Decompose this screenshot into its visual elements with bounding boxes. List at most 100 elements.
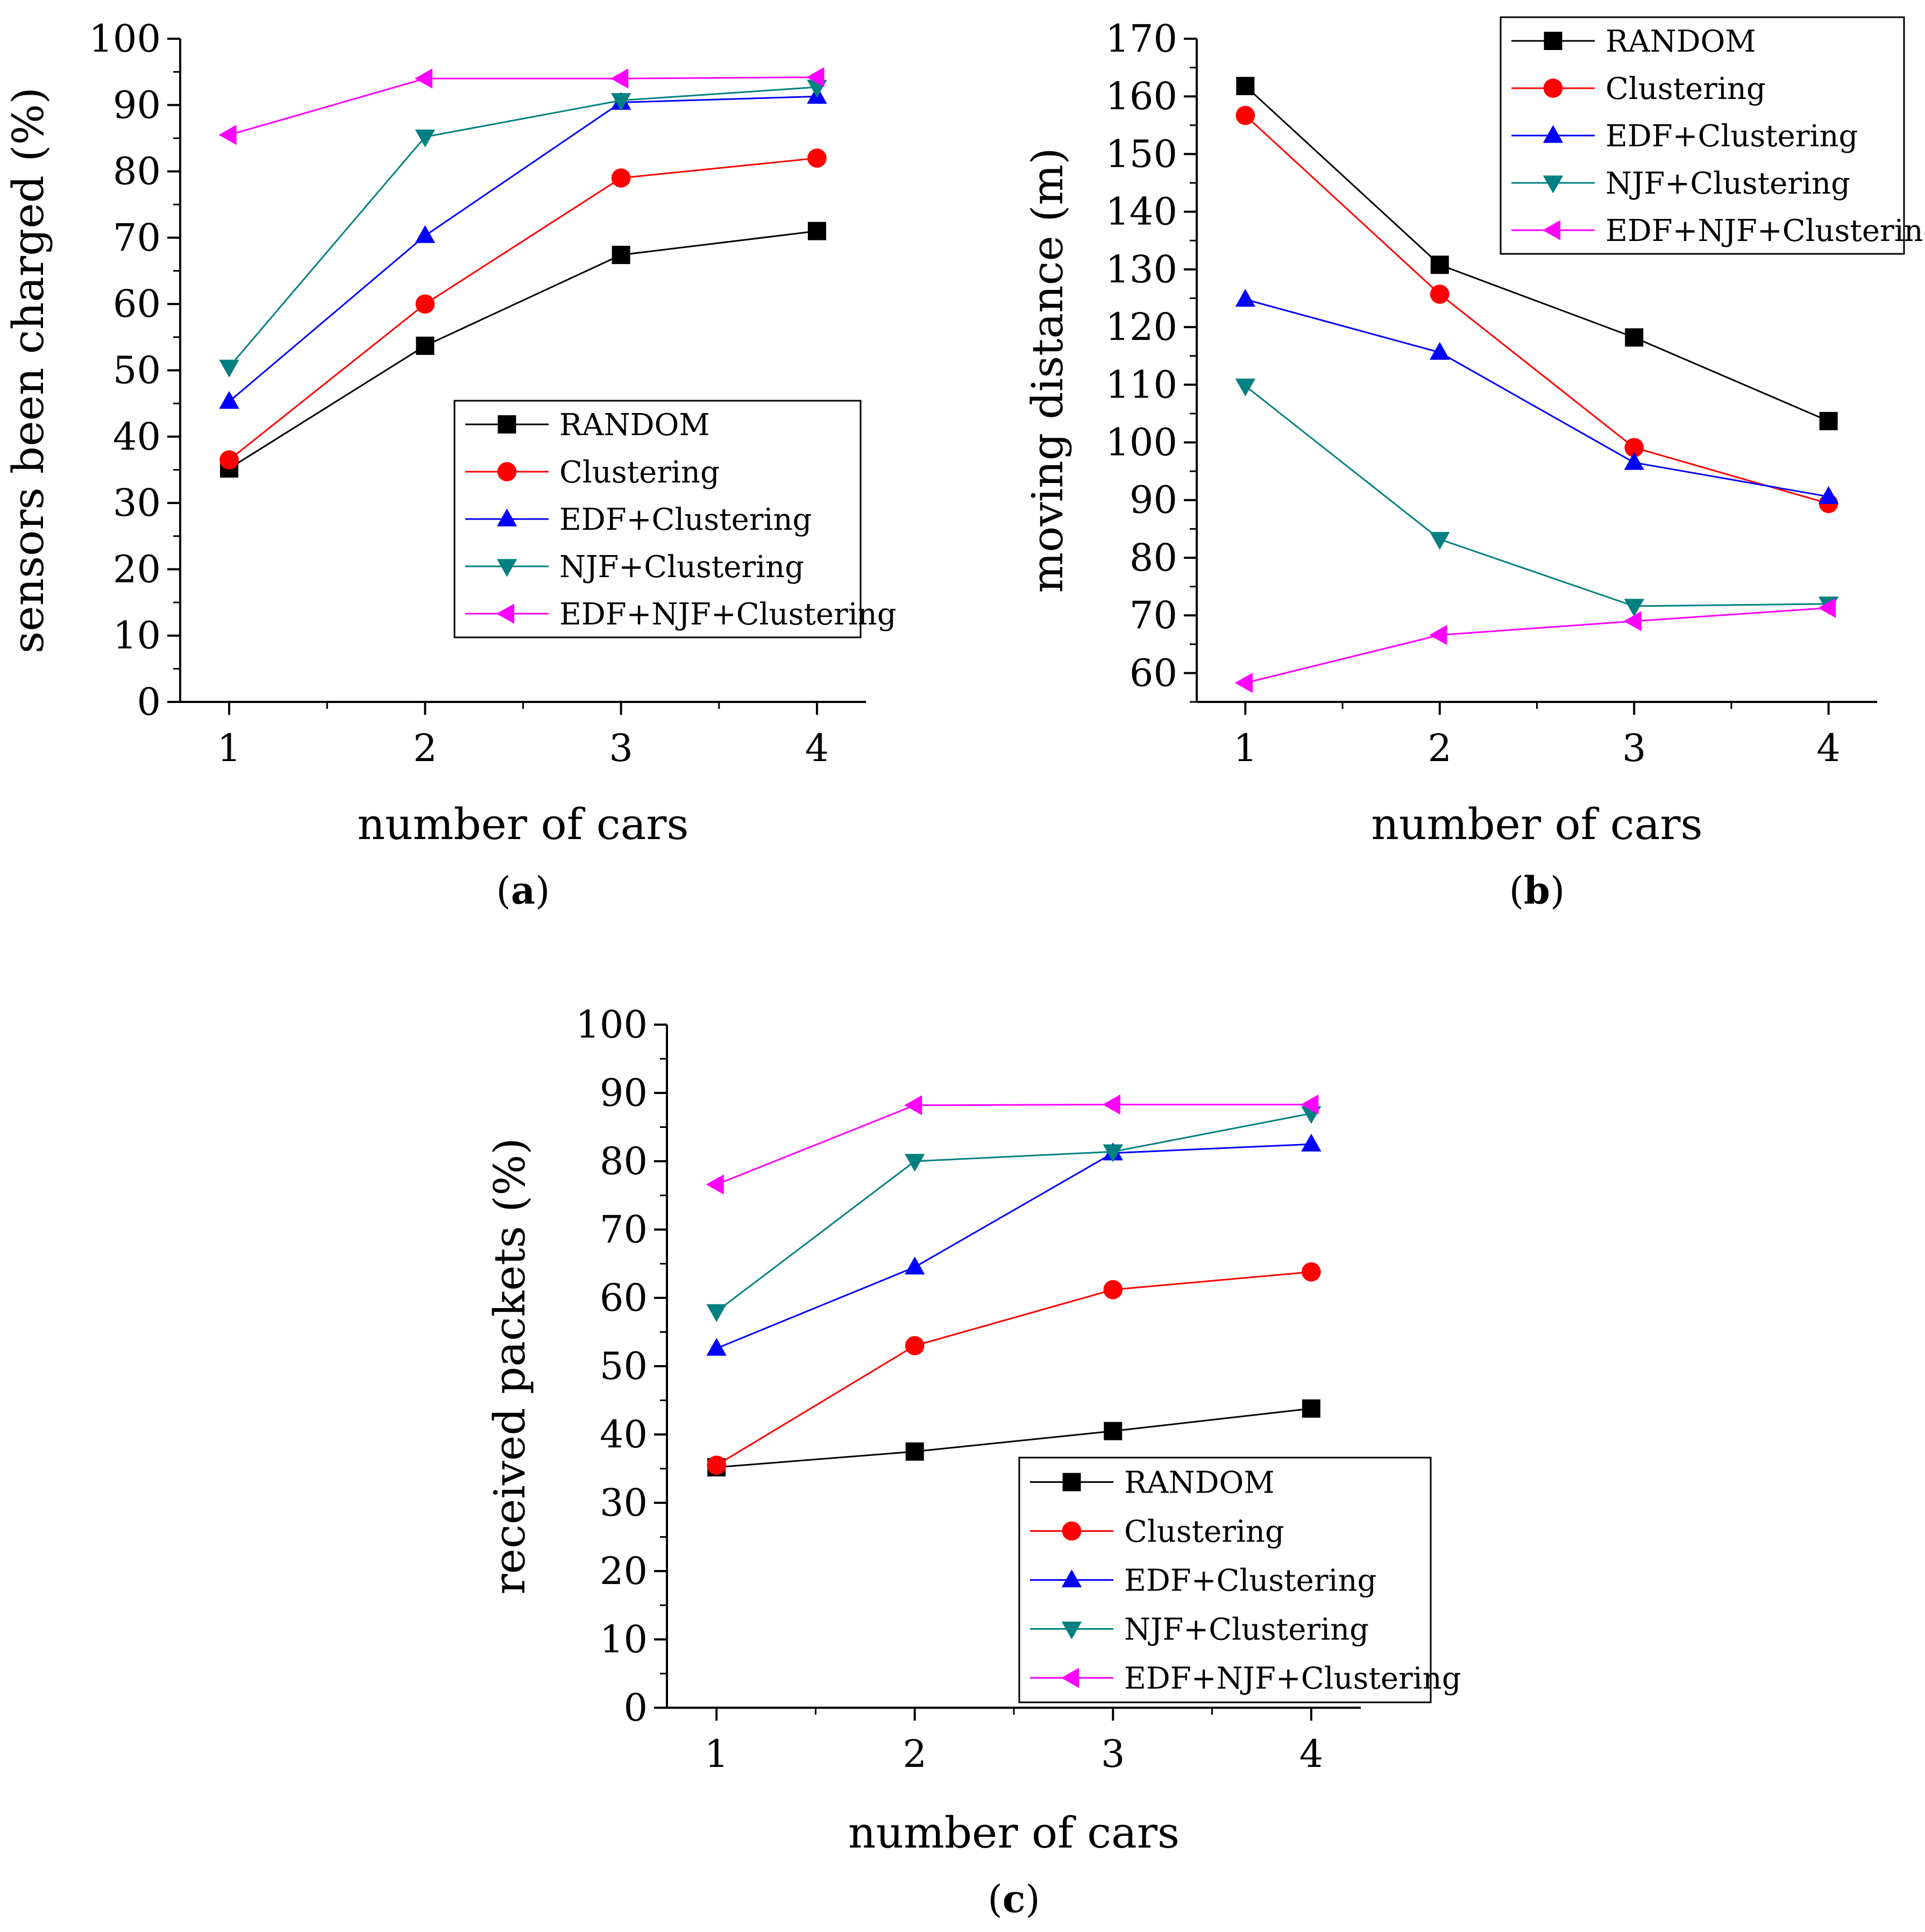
series-line [1245, 385, 1829, 607]
series-line [716, 1271, 1311, 1466]
y-tick-label: 90 [1130, 478, 1177, 522]
data-point [1235, 105, 1255, 125]
y-tick-label: 80 [600, 1139, 648, 1183]
panel-c: 0 10 20 30 40 50 60 70 80 90 100 1 2 3 4 number of cars… [485, 1003, 1461, 1921]
data-point [1102, 1094, 1120, 1115]
y-tick-label: 110 [1105, 363, 1177, 407]
data-point [416, 336, 435, 355]
panel-b: 60 70 80 90 100 110 120 130 140 150 160 170 1 2 3 4 numb… [1022, 16, 1925, 913]
y-tick-label: 30 [113, 481, 161, 525]
panel-caption: (c) [988, 1877, 1040, 1921]
data-point [1234, 672, 1253, 693]
data-point [1818, 486, 1839, 504]
y-tick-label: 20 [113, 547, 161, 591]
series-line [1245, 85, 1829, 422]
y-tick-label: 80 [113, 150, 161, 194]
data-point [706, 1304, 727, 1322]
legend-marker [1061, 1569, 1082, 1588]
data-point [905, 1442, 924, 1461]
legend-marker [496, 508, 517, 527]
y-tick-label: 60 [600, 1276, 648, 1320]
legend-label: Clustering [1606, 72, 1766, 106]
series-line [229, 95, 817, 402]
x-tick-label: 3 [609, 726, 633, 770]
legend-item-clustering: Clustering [1030, 1515, 1284, 1550]
data-point [1103, 1280, 1123, 1299]
caption-letter: a [511, 868, 535, 913]
legend: RANDOM Clustering EDF+Clustering NJF+Cluste… [453, 400, 897, 638]
legend-item-edf-njf-clustering: EDF+NJF+Clustering [1511, 214, 1925, 248]
series-clustering [707, 1262, 1321, 1475]
data-point [219, 390, 239, 409]
y-tick-label: 60 [113, 282, 161, 326]
data-point [1430, 532, 1450, 550]
data-point [904, 1095, 922, 1116]
y-tick-label: 160 [1105, 74, 1177, 118]
y-axis-title: received packets (%) [485, 1138, 535, 1594]
series-line [716, 1143, 1311, 1349]
legend-item-edf-njf-clustering: EDF+NJF+Clustering [465, 597, 897, 632]
legend-label: NJF+Clustering [1124, 1613, 1369, 1647]
caption-close-paren: ) [1025, 1877, 1040, 1921]
series-line [716, 1112, 1312, 1312]
legend-marker [1542, 220, 1561, 240]
legend: RANDOM Clustering EDF+Clustering NJF+Cluste… [1500, 16, 1925, 255]
y-tick-label: 140 [1105, 190, 1177, 234]
series-line [228, 86, 818, 368]
data-point [1624, 438, 1644, 458]
y-tick-label: 80 [1130, 536, 1177, 580]
y-tick-label: 90 [113, 83, 161, 127]
legend-label: NJF+Clustering [559, 550, 804, 585]
caption-open-paren: ( [496, 869, 511, 913]
x-tick-label: 2 [1428, 726, 1452, 770]
legend-item-edf-clustering: EDF+Clustering [1511, 119, 1858, 154]
caption-letter: b [1524, 868, 1550, 913]
panel-caption: (b) [1509, 868, 1565, 913]
data-point [905, 1336, 925, 1355]
y-tick-label: 0 [137, 680, 161, 724]
y-tick-label: 30 [600, 1481, 648, 1525]
data-point [905, 1154, 925, 1172]
y-tick-label: 100 [1105, 421, 1177, 465]
legend-item-edf-njf-clustering: EDF+NJF+Clustering [1030, 1661, 1461, 1696]
x-tick-label: 2 [903, 1732, 927, 1776]
caption-open-paren: ( [1509, 869, 1524, 913]
legend-label: RANDOM [1606, 24, 1756, 59]
data-point [414, 68, 432, 89]
data-point [219, 359, 239, 378]
x-axis-title: number of cars [357, 799, 688, 849]
legend-marker [1061, 1667, 1079, 1688]
data-point [807, 148, 827, 168]
legend-marker [1544, 32, 1562, 50]
legend-item-edf-clustering: EDF+Clustering [465, 502, 812, 537]
data-point [1625, 328, 1644, 347]
series-edf-njf-clustering [706, 1094, 1319, 1195]
y-tick-label: 60 [1130, 651, 1177, 695]
x-tick-label: 3 [1622, 726, 1646, 770]
y-tick-label: 50 [600, 1344, 648, 1388]
data-point [1103, 1144, 1123, 1162]
series-line [1245, 115, 1829, 505]
data-point [612, 245, 630, 264]
legend-marker [498, 415, 516, 434]
panel-a: 0 10 20 30 40 50 60 70 80 90 100 1 2 3 4 number of cars… [3, 17, 897, 913]
data-point [1624, 452, 1644, 470]
series-random [1236, 76, 1838, 430]
y-tick-label: 100 [576, 1003, 648, 1047]
data-point [611, 168, 631, 188]
legend-item-edf-clustering: EDF+Clustering [1030, 1564, 1376, 1599]
series-line [1245, 607, 1829, 684]
y-tick-label: 130 [1105, 247, 1177, 292]
data-point [1302, 1399, 1320, 1418]
y-tick-label: 90 [600, 1071, 648, 1115]
series-line [716, 1408, 1312, 1468]
y-tick-label: 0 [623, 1686, 648, 1730]
data-point [1235, 289, 1256, 307]
series-edf-clustering [706, 1133, 1322, 1356]
series-clustering [219, 148, 827, 470]
series-line [229, 230, 818, 470]
legend-label: EDF+NJF+Clustering [1606, 214, 1925, 248]
data-point [1819, 411, 1838, 430]
y-tick-label: 40 [113, 415, 161, 459]
